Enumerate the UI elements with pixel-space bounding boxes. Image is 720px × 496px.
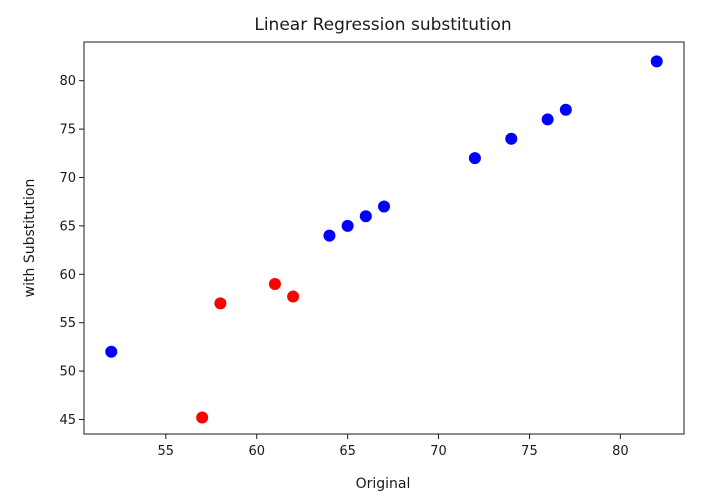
x-tick-label: 80 (612, 444, 629, 459)
blue-data-point (378, 200, 390, 213)
red-data-point (196, 411, 209, 424)
plot-area-frame (83, 41, 685, 435)
y-axis-label: with Substitution (22, 179, 38, 298)
blue-data-point (505, 132, 518, 145)
y-tick-label: 60 (59, 268, 76, 283)
blue-data-point (341, 219, 354, 232)
blue-data-point (541, 113, 554, 126)
x-tick-label: 60 (248, 444, 265, 459)
x-tick-label: 70 (430, 444, 447, 459)
y-tick-label: 50 (59, 365, 76, 380)
chart-title: Linear Regression substitution (254, 15, 511, 35)
red-data-point (268, 277, 281, 290)
x-tick-label: 55 (158, 444, 175, 459)
blue-data-point (323, 229, 336, 242)
y-tick-label: 55 (59, 316, 76, 331)
blue-data-point (105, 345, 118, 358)
red-data-point (214, 297, 227, 310)
data-points (105, 55, 663, 424)
y-tick-label: 80 (59, 74, 76, 89)
y-tick-label: 70 (59, 171, 76, 186)
blue-data-point (559, 103, 572, 116)
y-tick-label: 45 (59, 413, 76, 428)
blue-data-point (468, 152, 481, 165)
y-axis-ticks: 45 50 55 60 65 70 75 80 (59, 74, 84, 428)
y-tick-label: 65 (59, 219, 76, 234)
blue-data-point (359, 210, 372, 223)
x-axis-ticks: 55 60 65 70 75 80 (158, 434, 629, 459)
x-axis-label: Original (356, 476, 411, 492)
x-tick-label: 65 (339, 444, 356, 459)
x-tick-label: 75 (521, 444, 538, 459)
y-tick-label: 75 (59, 123, 76, 138)
blue-data-point (650, 55, 663, 68)
red-data-point (287, 290, 300, 303)
